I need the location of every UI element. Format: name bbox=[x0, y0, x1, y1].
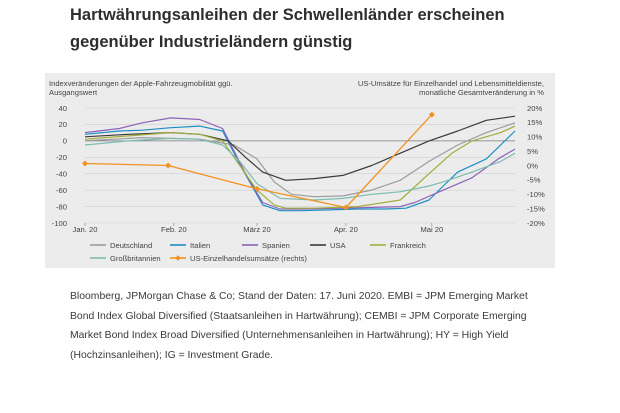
source-caption: Bloomberg, JPMorgan Chase & Co; Stand de… bbox=[70, 287, 560, 365]
y-tick-label-left: -40 bbox=[56, 170, 67, 179]
left-axis-title-line-1: Indexveränderungen der Apple-Fahrzeugmob… bbox=[49, 79, 233, 88]
x-tick-label: Feb. 20 bbox=[161, 225, 187, 234]
y-tick-label-left: -80 bbox=[56, 202, 67, 211]
x-tick-label: Jan. 20 bbox=[73, 225, 98, 234]
series-point-us-einzelhandelsumsätze-rechts bbox=[165, 162, 172, 169]
y-tick-label-left: -20 bbox=[56, 153, 67, 162]
y-tick-label-left: -60 bbox=[56, 186, 67, 195]
legend-label: Frankreich bbox=[390, 241, 426, 250]
y-tick-label-right: 15% bbox=[527, 118, 542, 127]
series-line-usa bbox=[84, 115, 516, 181]
x-tick-label: Mai 20 bbox=[420, 225, 443, 234]
line-chart: Indexveränderungen der Apple-Fahrzeugmob… bbox=[49, 79, 545, 263]
y-tick-label-right: 20% bbox=[527, 104, 542, 113]
right-axis-title-line-2: monatliche Gesamtveränderung in % bbox=[419, 88, 544, 97]
headline-line-1: Hartwährungsanleihen der Schwellenländer… bbox=[70, 6, 505, 24]
series-line-italien bbox=[84, 125, 516, 212]
caption-line-2: Bond Index Global Diversified (Staatsanl… bbox=[70, 310, 527, 322]
legend-label: Spanien bbox=[262, 241, 290, 250]
caption-line-3: Market Bond Index Broad Diversified (Unt… bbox=[70, 330, 509, 342]
y-tick-label-right: -5% bbox=[527, 176, 541, 185]
legend-label: Deutschland bbox=[110, 241, 152, 250]
y-tick-label-right: -20% bbox=[527, 219, 545, 228]
legend-label: USA bbox=[330, 241, 347, 250]
y-tick-label-right: -10% bbox=[527, 190, 545, 199]
series-point-us-einzelhandelsumsätze-rechts bbox=[428, 111, 435, 118]
y-tick-label-left: 20 bbox=[59, 120, 67, 129]
series-line-spanien bbox=[84, 117, 516, 210]
legend-label: Großbritannien bbox=[110, 254, 161, 263]
series-point-us-einzelhandelsumsätze-rechts bbox=[254, 185, 260, 192]
legend-label: US-Einzelhandelsumsätze (rechts) bbox=[190, 254, 307, 263]
caption-line-4: (Hochzinsanleihen); IG = Investment Grad… bbox=[70, 349, 274, 361]
y-tick-label-left: 40 bbox=[59, 104, 67, 113]
legend-marker bbox=[175, 255, 181, 261]
series-line-deutschland bbox=[84, 122, 516, 198]
series-line-frankreich bbox=[84, 125, 516, 209]
series-point-us-einzelhandelsumsätze-rechts bbox=[82, 160, 88, 167]
y-tick-label-right: 10% bbox=[527, 133, 542, 142]
caption-line-1: Bloomberg, JPMorgan Chase & Co; Stand de… bbox=[70, 291, 528, 302]
chart-panel: Indexveränderungen der Apple-Fahrzeugmob… bbox=[45, 73, 555, 268]
x-tick-label: Apr. 20 bbox=[334, 225, 358, 234]
y-tick-label-right: -15% bbox=[527, 204, 545, 213]
y-tick-label-right: 0% bbox=[527, 161, 538, 170]
series-point-us-einzelhandelsumsätze-rechts bbox=[342, 204, 349, 211]
right-axis-title-line-1: US-Umsätze für Einzelhandel und Lebensmi… bbox=[358, 79, 544, 88]
y-tick-label-left: 0 bbox=[63, 137, 67, 146]
legend-label: Italien bbox=[190, 241, 210, 250]
left-axis-title-line-2: Ausgangswert bbox=[49, 88, 98, 97]
series-line-großbritannien bbox=[84, 137, 516, 201]
headline-line-2: gegenüber Industrieländern günstig bbox=[70, 33, 353, 51]
headline: Hartwährungsanleihen der Schwellenländer… bbox=[70, 2, 590, 56]
x-tick-label: März 20 bbox=[243, 225, 270, 234]
y-tick-label-left: -100 bbox=[52, 219, 67, 228]
y-tick-label-right: 5% bbox=[527, 147, 538, 156]
